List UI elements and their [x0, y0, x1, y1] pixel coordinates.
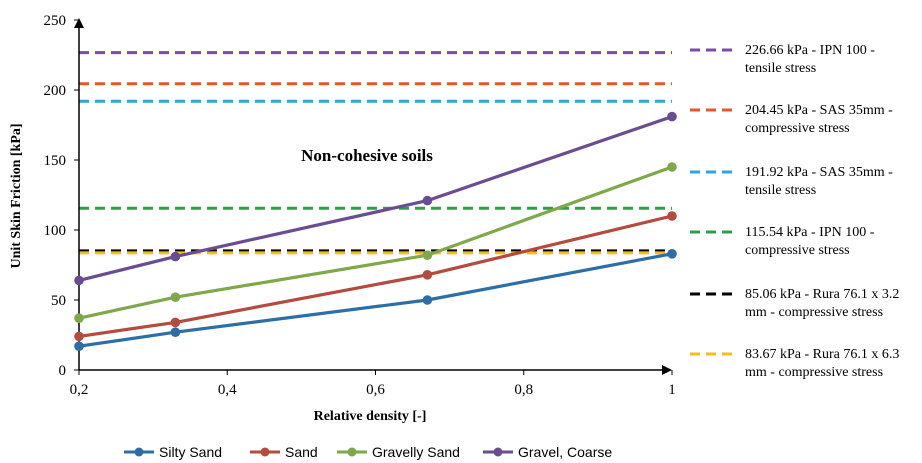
- y-axis-label: Unit Skin Friction [kPa]: [9, 123, 24, 268]
- legend-label: Gravel, Coarse: [518, 444, 612, 460]
- series-3: [74, 111, 677, 286]
- y-tick-label: 200: [44, 83, 67, 99]
- series-line: [77, 214, 674, 338]
- x-tick-label: 0,2: [70, 382, 89, 398]
- legend-swatch-marker: [134, 447, 144, 457]
- reference-legend-label: 226.66 kPa - IPN 100 -: [745, 43, 875, 58]
- chart-annotation: Non-cohesive soils: [301, 146, 433, 165]
- x-tick-label: 0,8: [514, 382, 533, 398]
- legend-item: Silty Sand: [124, 444, 222, 460]
- series: [74, 111, 677, 352]
- reference-legend-label: 85.06 kPa - Rura 76.1 x 3.2: [745, 287, 899, 302]
- data-point: [422, 270, 433, 280]
- legend-item: Gravel, Coarse: [483, 444, 612, 460]
- x-tick-label: 1: [668, 382, 676, 398]
- legend-label: Sand: [285, 444, 318, 460]
- reference-legend-label: compressive stress: [745, 243, 850, 258]
- legend-swatch-marker: [347, 447, 357, 457]
- legend-item: Gravelly Sand: [337, 444, 460, 460]
- legend-swatch-marker: [493, 447, 503, 457]
- data-point: [170, 317, 181, 328]
- reference-legend-item: 115.54 kPa - IPN 100 - compressive stress: [690, 225, 875, 258]
- data-point: [422, 195, 433, 206]
- data-point: [74, 313, 84, 324]
- reference-legend-label: tensile stress: [745, 183, 816, 198]
- legend-swatch-marker: [260, 447, 270, 457]
- data-point: [422, 295, 433, 305]
- x-tick-label: 0,6: [366, 382, 385, 398]
- data-point: [170, 327, 181, 338]
- y-tick-label: 50: [51, 293, 66, 309]
- reference-legend-label: 115.54 kPa - IPN 100 -: [745, 225, 875, 240]
- reference-legend: 226.66 kPa - IPN 100 - tensile stress 204.…: [690, 43, 899, 380]
- x-tick-label: 0,4: [218, 382, 237, 398]
- data-point: [667, 162, 677, 172]
- y-tick-label: 0: [59, 363, 67, 379]
- reference-legend-item: 85.06 kPa - Rura 76.1 x 3.2 mm - compress…: [690, 287, 899, 320]
- y-axis-arrow: [74, 18, 84, 28]
- data-point: [667, 111, 677, 122]
- reference-legend-label: compressive stress: [745, 121, 850, 136]
- y-tick-label: 100: [44, 223, 67, 239]
- reference-legend-label: tensile stress: [745, 61, 816, 76]
- series-legend: Silty Sand Sand Gravelly Sand Gravel, Coars…: [124, 444, 612, 460]
- reference-legend-label: 191.92 kPa - SAS 35mm -: [745, 165, 893, 180]
- reference-legend-label: 204.45 kPa - SAS 35mm -: [745, 103, 893, 118]
- data-point: [422, 250, 433, 260]
- legend-label: Gravelly Sand: [372, 444, 460, 460]
- legend-label: Silty Sand: [159, 444, 222, 460]
- series-line: [77, 165, 674, 320]
- reference-legend-label: mm - compressive stress: [745, 305, 883, 320]
- series-0: [74, 249, 677, 352]
- reference-legend-label: 83.67 kPa - Rura 76.1 x 6.3: [745, 347, 899, 362]
- x-axis-label: Relative density [-]: [314, 409, 427, 424]
- reference-legend-item: 191.92 kPa - SAS 35mm - tensile stress: [690, 165, 893, 198]
- reference-legend-item: 83.67 kPa - Rura 76.1 x 6.3 mm - compress…: [690, 347, 899, 380]
- series-1: [74, 211, 677, 342]
- series-line: [77, 114, 674, 282]
- y-tick-label: 150: [44, 153, 67, 169]
- data-point: [74, 275, 84, 286]
- reference-legend-item: 226.66 kPa - IPN 100 - tensile stress: [690, 43, 875, 76]
- x-axis-arrow: [662, 365, 672, 375]
- legend-item: Sand: [250, 444, 318, 460]
- data-point: [74, 331, 84, 342]
- series-2: [74, 162, 677, 324]
- data-point: [74, 341, 84, 352]
- data-point: [170, 292, 181, 303]
- reference-legend-item: 204.45 kPa - SAS 35mm - compressive stres…: [690, 103, 893, 136]
- reference-legend-label: mm - compressive stress: [745, 365, 883, 380]
- data-point: [170, 251, 181, 262]
- series-line: [77, 252, 674, 348]
- tick-labels: 0 50 100 150 200 250 0,2 0,4 0,6 0,8 1: [44, 13, 676, 398]
- data-point: [667, 211, 677, 221]
- y-tick-label: 250: [44, 13, 67, 29]
- axes: [74, 18, 672, 375]
- data-point: [667, 249, 677, 259]
